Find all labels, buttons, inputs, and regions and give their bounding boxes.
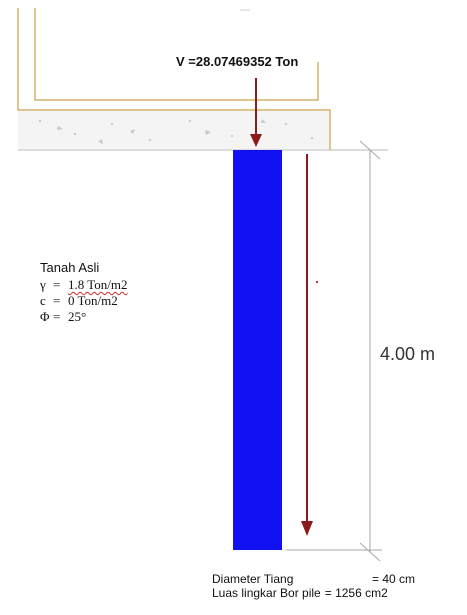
soil-title: Tanah Asli <box>40 260 128 276</box>
depth-dimension-line <box>286 140 382 562</box>
soil-title-text: Tanah Asli <box>40 260 100 275</box>
bored-pile <box>233 150 282 550</box>
cohesion-equals: = <box>53 293 61 308</box>
gamma-value: 1.8 Ton/m2 <box>68 277 128 292</box>
soil-parameters: Tanah Asli γ = 1.8 Ton/m2 c = 0 Ton/m2 Φ… <box>40 260 128 325</box>
phi-symbol: Φ <box>40 309 50 324</box>
pile-cap-outline <box>17 8 331 150</box>
concrete-hatch-marks <box>38 119 314 144</box>
phi-value: 25° <box>68 309 87 324</box>
soil-param-friction-angle: Φ = 25° <box>40 309 128 325</box>
load-arrow <box>250 78 262 147</box>
phi-equals: = <box>53 309 61 324</box>
load-label: V =28.07469352 Ton <box>176 54 299 69</box>
area-value: = 1256 cm2 <box>324 586 388 600</box>
soil-param-cohesion: c = 0 Ton/m2 <box>40 293 128 309</box>
gamma-symbol: γ <box>40 277 46 292</box>
area-note: Luas lingkar Bor pile = 1256 cm2 <box>212 586 415 600</box>
cohesion-symbol: c <box>40 293 46 308</box>
cohesion-value: 0 Ton/m2 <box>68 293 118 308</box>
gamma-equals: = <box>53 277 61 292</box>
depth-label: 4.00 m <box>380 344 436 364</box>
diameter-value: = 40 cm <box>372 572 416 586</box>
diameter-note: Diameter Tiang = 40 cm <box>212 572 415 586</box>
friction-arrow <box>301 154 318 536</box>
pile-notes: Diameter Tiang = 40 cm Luas lingkar Bor … <box>212 572 415 600</box>
soil-param-unit-weight: γ = 1.8 Ton/m2 <box>40 277 128 293</box>
pile-cap-concrete <box>18 111 329 149</box>
diameter-label: Diameter Tiang <box>212 572 294 586</box>
area-label: Luas lingkar Bor pile <box>212 586 321 600</box>
